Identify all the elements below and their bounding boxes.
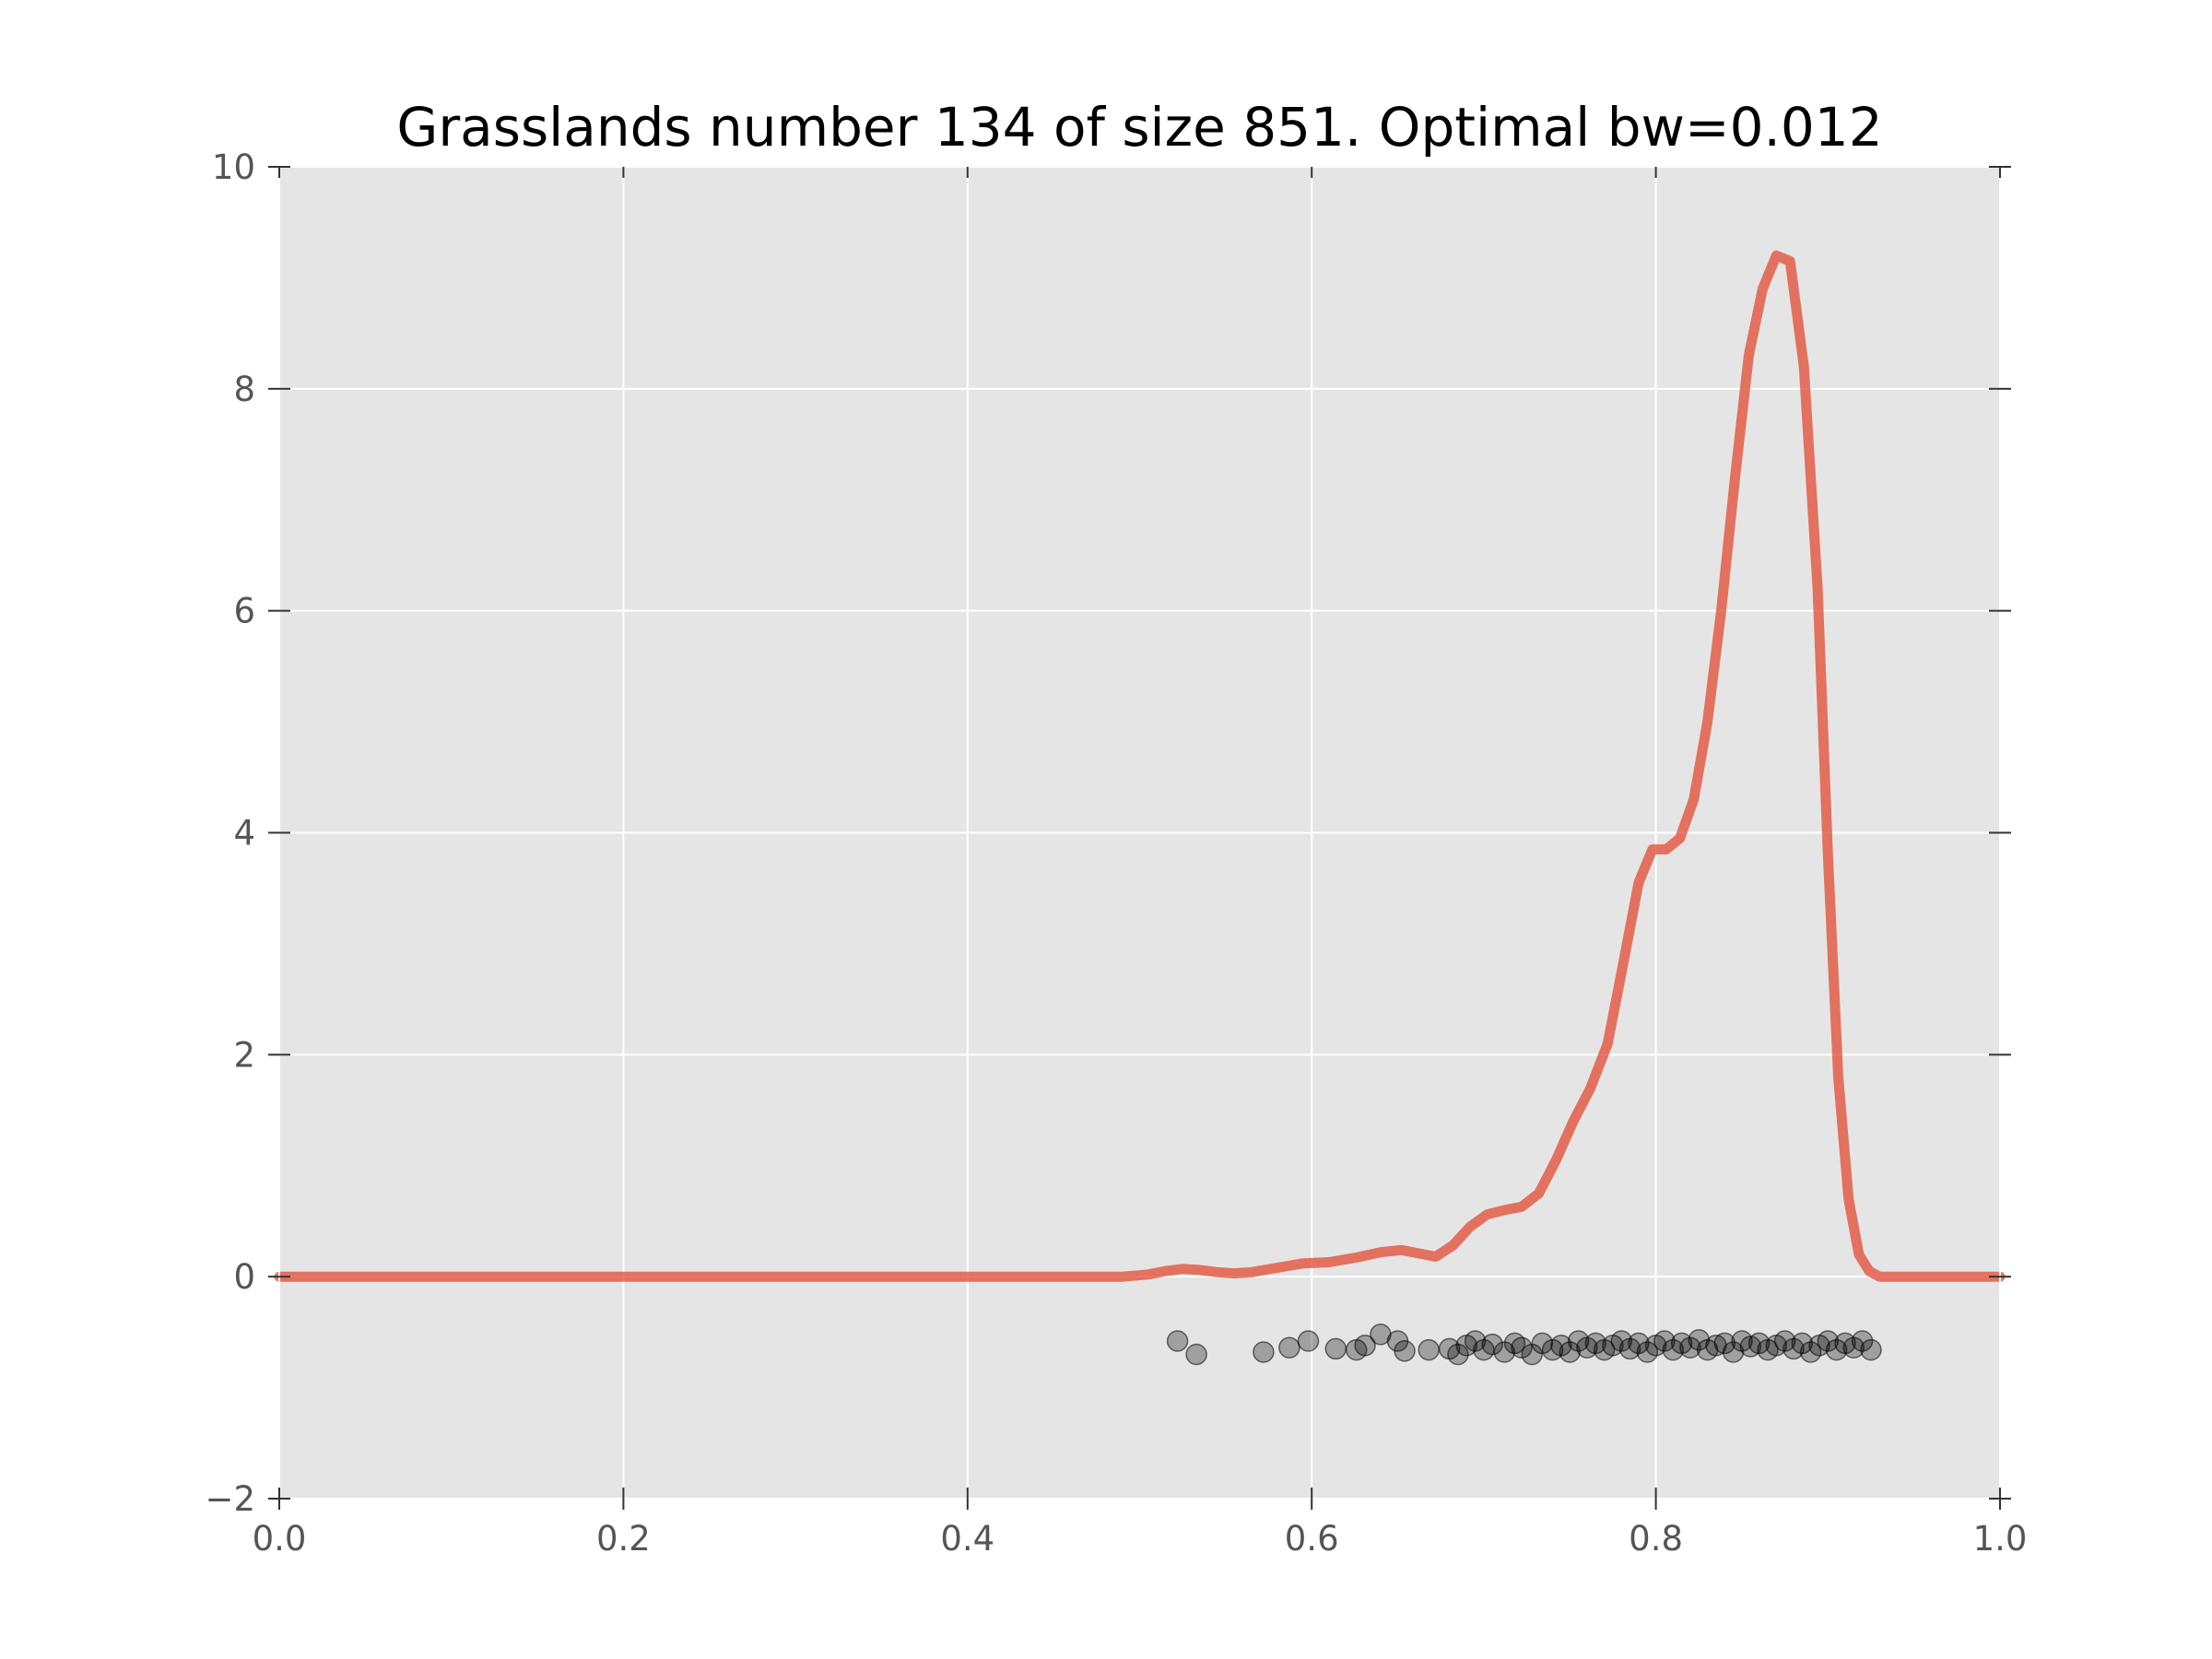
- data-point: [1166, 1330, 1189, 1352]
- data-point: [1185, 1343, 1207, 1366]
- x-tick-label: 1.0: [1973, 1519, 2028, 1559]
- data-point: [1628, 1332, 1650, 1355]
- data-point: [1799, 1341, 1822, 1363]
- data-point: [1584, 1332, 1607, 1355]
- data-point: [1722, 1341, 1745, 1363]
- data-point: [1278, 1336, 1300, 1359]
- data-point: [1354, 1335, 1376, 1357]
- data-point: [1791, 1332, 1814, 1355]
- data-point: [1297, 1330, 1320, 1352]
- x-tick-label: 0.2: [596, 1519, 651, 1559]
- data-point: [1550, 1335, 1572, 1357]
- y-tick-label: 4: [233, 814, 255, 853]
- data-point: [1636, 1341, 1659, 1363]
- data-point: [1825, 1338, 1848, 1361]
- data-point: [1464, 1330, 1487, 1352]
- x-tick-label: 0.6: [1285, 1519, 1339, 1559]
- data-point: [1511, 1336, 1533, 1359]
- y-tick-label: 0: [233, 1257, 255, 1297]
- density-line: [274, 250, 2006, 1282]
- x-tick-label: 0.0: [253, 1519, 307, 1559]
- data-point: [1531, 1332, 1554, 1355]
- data-point: [1662, 1338, 1685, 1361]
- axis-tick-labels: 0.0 0.2 0.4 0.6 0.8 1.0 −2 0 2 4 6 8 10: [205, 147, 2027, 1559]
- data-point: [1610, 1330, 1633, 1352]
- data-point: [1860, 1338, 1882, 1361]
- data-point: [1842, 1336, 1865, 1359]
- y-tick-label: 6: [233, 592, 255, 631]
- data-point: [1447, 1343, 1469, 1366]
- data-point: [1747, 1332, 1771, 1355]
- axis-ticks: [268, 166, 2011, 1510]
- data-point: [1739, 1335, 1762, 1358]
- data-point: [1817, 1330, 1840, 1352]
- data-point: [1559, 1341, 1582, 1363]
- data-point: [1773, 1330, 1796, 1352]
- data-point: [1653, 1330, 1676, 1352]
- x-tick-label: 0.4: [940, 1519, 994, 1559]
- plot-series: [274, 250, 2006, 1366]
- data-point: [1851, 1330, 1874, 1352]
- y-tick-label: −2: [205, 1479, 255, 1519]
- y-tick-label: 8: [233, 370, 255, 409]
- data-point: [1418, 1338, 1440, 1361]
- data-point: [1253, 1341, 1275, 1363]
- data-point: [1567, 1330, 1590, 1352]
- chart-title: Grasslands number 134 of size 851. Optim…: [396, 96, 1882, 159]
- data-point: [1394, 1340, 1416, 1362]
- data-point: [1481, 1333, 1503, 1356]
- data-point: [1324, 1337, 1347, 1360]
- data-point: [1679, 1336, 1701, 1359]
- x-tick-label: 0.8: [1629, 1519, 1683, 1559]
- y-tick-label: 2: [233, 1035, 255, 1075]
- y-tick-label: 10: [212, 147, 255, 187]
- data-point: [1713, 1332, 1736, 1355]
